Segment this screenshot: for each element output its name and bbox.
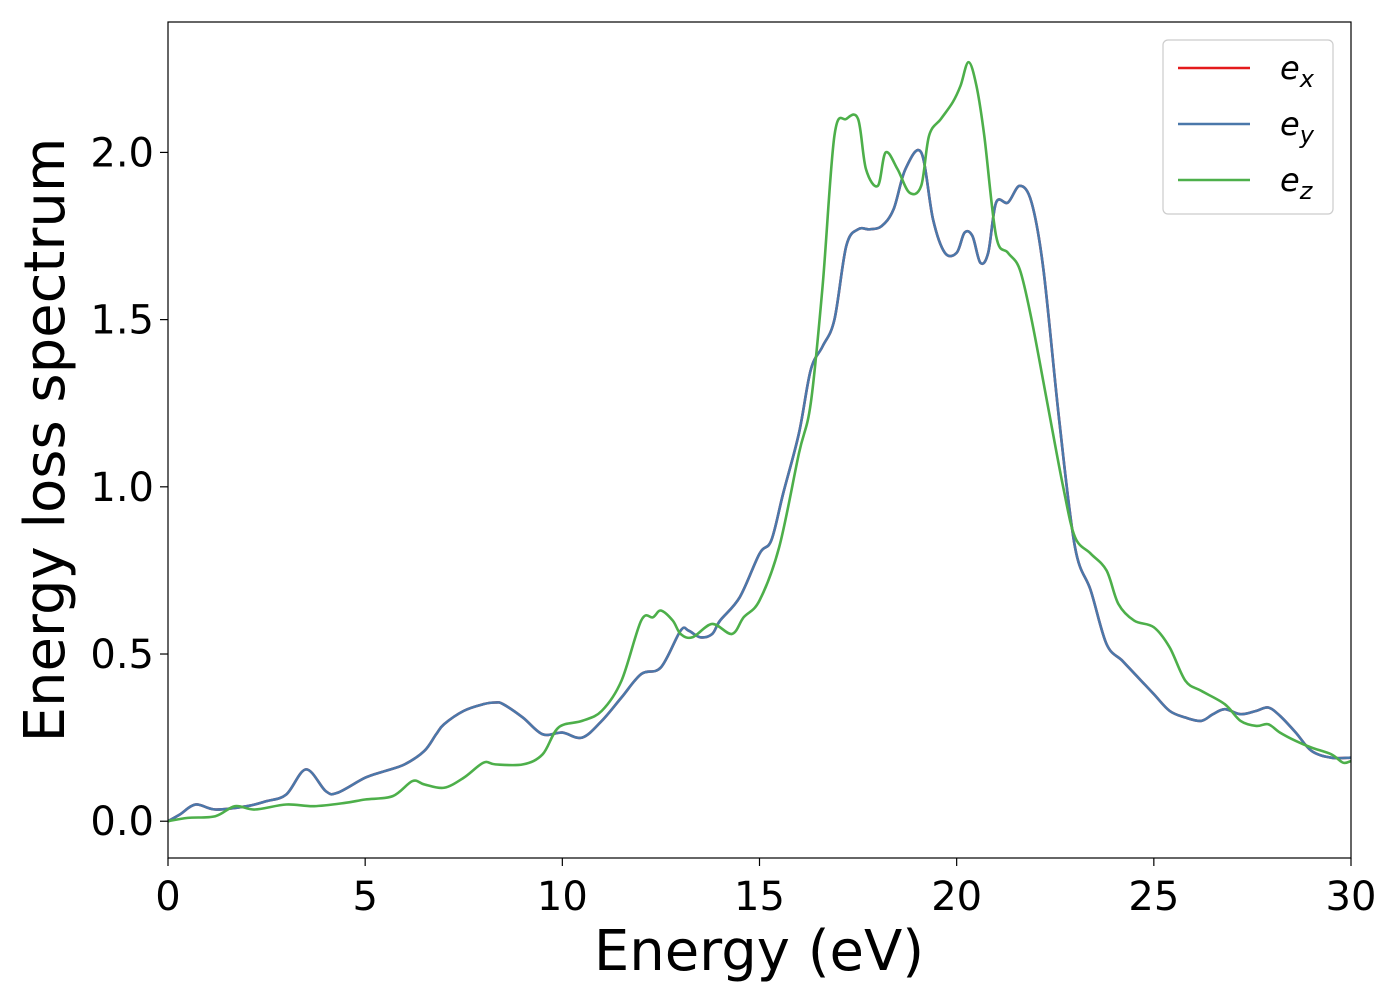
y-tick-label: 0.0 [90, 799, 154, 845]
legend: ex ey ez [1162, 39, 1334, 215]
legend-label-z: ez [1280, 161, 1314, 205]
y-tick-label: 0.5 [90, 632, 154, 678]
y-axis-title: Energy loss spectrum [13, 138, 78, 743]
series-line-y [168, 148, 1351, 823]
legend-label-x: ex [1280, 49, 1315, 93]
y-tick-label: 1.5 [90, 298, 154, 344]
plot-background [168, 22, 1351, 858]
y-axis-ticks: 0.0 0.5 1.0 1.5 2.0 [90, 130, 168, 845]
x-tick-label: 5 [352, 874, 377, 920]
x-tick-label: 15 [734, 874, 785, 920]
x-tick-label: 20 [931, 874, 982, 920]
x-tick-label: 0 [155, 874, 180, 920]
y-tick-label: 2.0 [90, 130, 154, 176]
series-layer [168, 60, 1351, 823]
x-axis-title: Energy (eV) [594, 919, 924, 984]
legend-frame [1162, 39, 1334, 215]
series-line-z [168, 60, 1351, 823]
y-tick-label: 1.0 [90, 465, 154, 511]
legend-label-y: ey [1280, 105, 1315, 149]
x-tick-label: 25 [1128, 874, 1179, 920]
x-tick-label: 30 [1326, 874, 1377, 920]
x-axis-ticks: 0 5 10 15 20 25 30 [155, 858, 1376, 920]
x-tick-label: 10 [537, 874, 588, 920]
